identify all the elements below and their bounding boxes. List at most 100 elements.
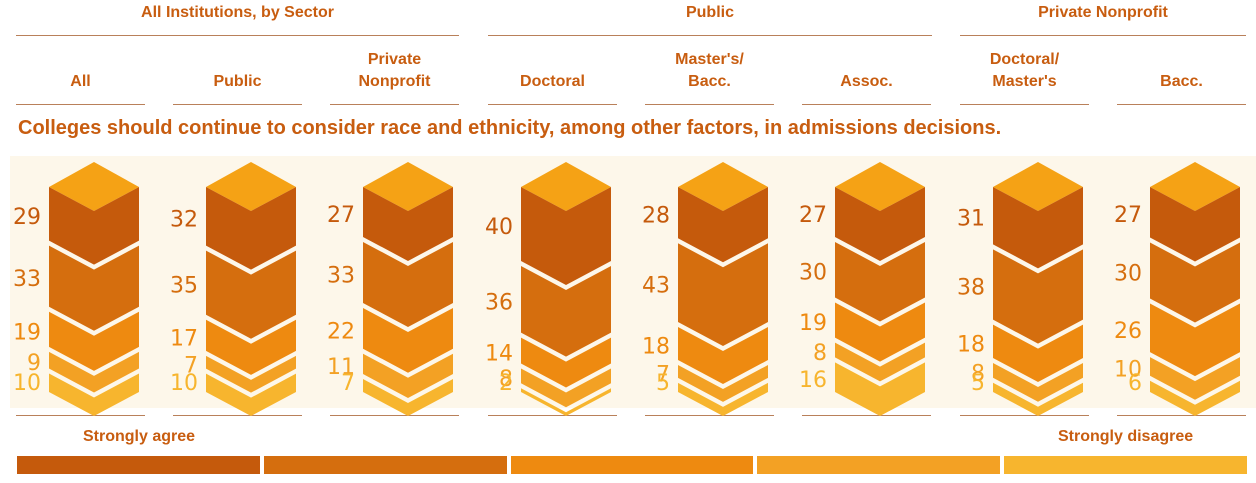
value-label: 26	[1114, 319, 1142, 344]
column-header-line: All	[70, 73, 91, 90]
stack-0: 29 33 19 910	[13, 162, 139, 416]
value-label: 22	[327, 319, 355, 344]
column-underline-bottom	[645, 415, 774, 416]
group-header-all-institutions: All Institutions, by Sector	[141, 4, 334, 21]
column-header-5: Assoc.	[802, 71, 931, 93]
segment-3	[835, 342, 925, 382]
value-label: 14	[485, 342, 513, 367]
survey-question: Colleges should continue to consider rac…	[18, 117, 1002, 139]
value-label: 18	[957, 332, 985, 357]
segment-4	[363, 379, 453, 416]
column-header-1: Public	[173, 71, 302, 93]
column-header-line: Private	[367, 51, 422, 68]
segment-4	[1150, 380, 1240, 416]
group-underline-private-nonprofit	[960, 35, 1246, 36]
segment-4	[678, 382, 768, 416]
value-label: 8	[499, 367, 513, 392]
segment-1	[678, 243, 768, 347]
segment-1	[835, 241, 925, 322]
value-label: 40	[485, 215, 513, 240]
stack-6: 31 38 18 85	[957, 162, 1083, 416]
segment-0	[835, 187, 925, 261]
column-header-6: Doctoral/Master's	[960, 49, 1089, 93]
stack-top-cap	[206, 162, 296, 211]
value-label: 17	[170, 326, 198, 351]
column-underline-top	[1117, 104, 1246, 105]
value-label: 31	[957, 207, 985, 232]
value-label: 30	[1114, 261, 1142, 286]
stack-2: 27 33 22 117	[327, 162, 453, 416]
segment-0	[1150, 187, 1240, 262]
segment-4	[206, 373, 296, 416]
value-label: 28	[642, 204, 670, 229]
value-label: 18	[642, 335, 670, 360]
value-label: 33	[13, 267, 41, 292]
value-label: 38	[957, 276, 985, 301]
column-underline-bottom	[173, 415, 302, 416]
column-header-line: Public	[213, 73, 262, 90]
value-label: 16	[799, 368, 827, 393]
segment-1	[1150, 242, 1240, 323]
segment-0	[521, 187, 611, 285]
segment-1	[49, 245, 139, 331]
value-label: 10	[1114, 357, 1142, 382]
value-label: 11	[327, 355, 355, 380]
column-underline-bottom	[16, 415, 145, 416]
scale-label-strongly-disagree: Strongly disagree	[1058, 428, 1194, 445]
column-header-line: Doctoral/	[989, 51, 1060, 68]
stack-top-cap	[49, 162, 139, 211]
stack-top-cap	[835, 162, 925, 211]
column-header-2: Private Nonprofit	[330, 49, 459, 93]
segment-2	[1150, 303, 1240, 377]
segment-2	[993, 324, 1083, 382]
stack-top-cap	[678, 162, 768, 211]
value-label: 8	[813, 341, 827, 366]
column-header-line: Doctoral	[520, 73, 585, 90]
value-label: 27	[327, 203, 355, 228]
column-underline-top	[330, 104, 459, 105]
value-label: 33	[327, 263, 355, 288]
segment-4	[835, 362, 925, 416]
value-label: 32	[170, 207, 198, 232]
column-header-0: All	[16, 71, 145, 93]
column-underline-top	[488, 104, 617, 105]
column-underline-top	[173, 104, 302, 105]
scale-bar-1	[263, 456, 507, 474]
stack-5: 27 30 19 816	[799, 162, 925, 416]
segment-2	[49, 311, 139, 371]
segment-2	[678, 327, 768, 385]
column-header-3: Doctoral	[488, 71, 617, 93]
column-underline-bottom	[488, 415, 617, 416]
column-underline-bottom	[1117, 415, 1246, 416]
segment-3	[363, 353, 453, 399]
value-label: 7	[656, 362, 670, 387]
column-underline-bottom	[330, 415, 459, 416]
column-underline-bottom	[960, 415, 1089, 416]
value-label: 6	[1128, 371, 1142, 396]
value-label: 30	[799, 261, 827, 286]
value-label: 8	[971, 361, 985, 386]
value-label: 7	[184, 353, 198, 378]
group-underline-public	[488, 35, 932, 36]
value-label: 7	[341, 371, 355, 396]
value-label: 35	[170, 274, 198, 299]
column-underline-top	[645, 104, 774, 105]
stack-top-cap	[1150, 162, 1240, 211]
value-label: 10	[13, 371, 41, 396]
segment-3	[49, 351, 139, 393]
value-label: 2	[499, 371, 513, 396]
segment-0	[678, 187, 768, 263]
column-underline-top	[960, 104, 1089, 105]
segment-3	[206, 355, 296, 393]
stack-7: 27 30 26 106	[1114, 162, 1240, 416]
value-label: 5	[971, 371, 985, 396]
segment-4	[49, 373, 139, 416]
value-label: 29	[13, 205, 41, 230]
column-header-7: Bacc.	[1117, 71, 1246, 93]
value-label: 9	[27, 351, 41, 376]
scale-bar-0	[17, 456, 260, 474]
value-label: 19	[13, 320, 41, 345]
